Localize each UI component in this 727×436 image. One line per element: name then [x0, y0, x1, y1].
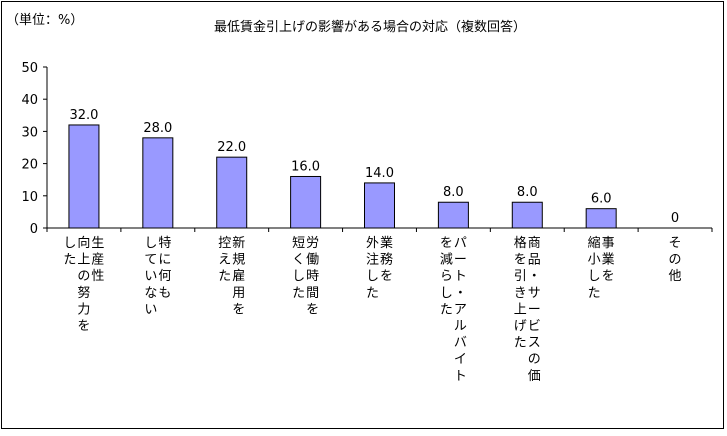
x-tick-label: 事業を縮小した [588, 235, 615, 301]
bar [511, 201, 543, 229]
bars [68, 124, 617, 229]
x-tick-label: 業務を外注した [366, 235, 393, 301]
data-label: 8.0 [517, 185, 538, 200]
value-labels: 32.0 28.0 22.0 16.0 14.0 8.0 8.0 6.0 0 [69, 108, 679, 226]
bar [216, 156, 248, 229]
data-label: 8.0 [443, 185, 464, 200]
data-label: 14.0 [365, 166, 394, 181]
y-tick-label: 0 [30, 222, 38, 237]
x-tick-label: 労働時間を短くした [292, 236, 319, 317]
bar [68, 124, 100, 229]
y-tick-label: 30 [21, 125, 38, 140]
unit-label: （単位：%） [6, 12, 83, 28]
x-tick-label: 商品・サービスの価格を引き上げた [514, 235, 541, 384]
bar [290, 175, 322, 229]
x-tick-label: パート・アルバイトを減らした [440, 236, 467, 384]
data-label: 6.0 [591, 192, 612, 207]
data-label: 16.0 [291, 159, 320, 174]
bar [585, 208, 617, 229]
x-tick-label: 新規雇用を控えた [218, 235, 245, 317]
y-tick-label: 10 [21, 190, 38, 205]
chart-title: 最低賃金引上げの影響がある場合の対応（複数回答） [214, 19, 526, 35]
y-tick-label: 50 [21, 61, 38, 76]
y-tick-label: 20 [21, 158, 38, 173]
x-tick-label: その他 [669, 236, 682, 284]
data-label: 0 [671, 211, 679, 226]
x-axis-labels: 生産性向上の努力をした 特に何もしていない 新規雇用を控えた 労働時間を短くした 業務を… [63, 235, 681, 384]
data-label: 28.0 [143, 121, 172, 136]
data-label: 32.0 [69, 108, 98, 123]
y-tick-label: 40 [21, 93, 38, 108]
bar [437, 201, 469, 229]
bar [364, 182, 395, 229]
x-tick-label: 生産性向上の努力をした [63, 235, 104, 334]
x-tick-label: 特に何もしていない [144, 236, 171, 317]
data-label: 22.0 [217, 140, 246, 155]
bar [142, 137, 174, 229]
